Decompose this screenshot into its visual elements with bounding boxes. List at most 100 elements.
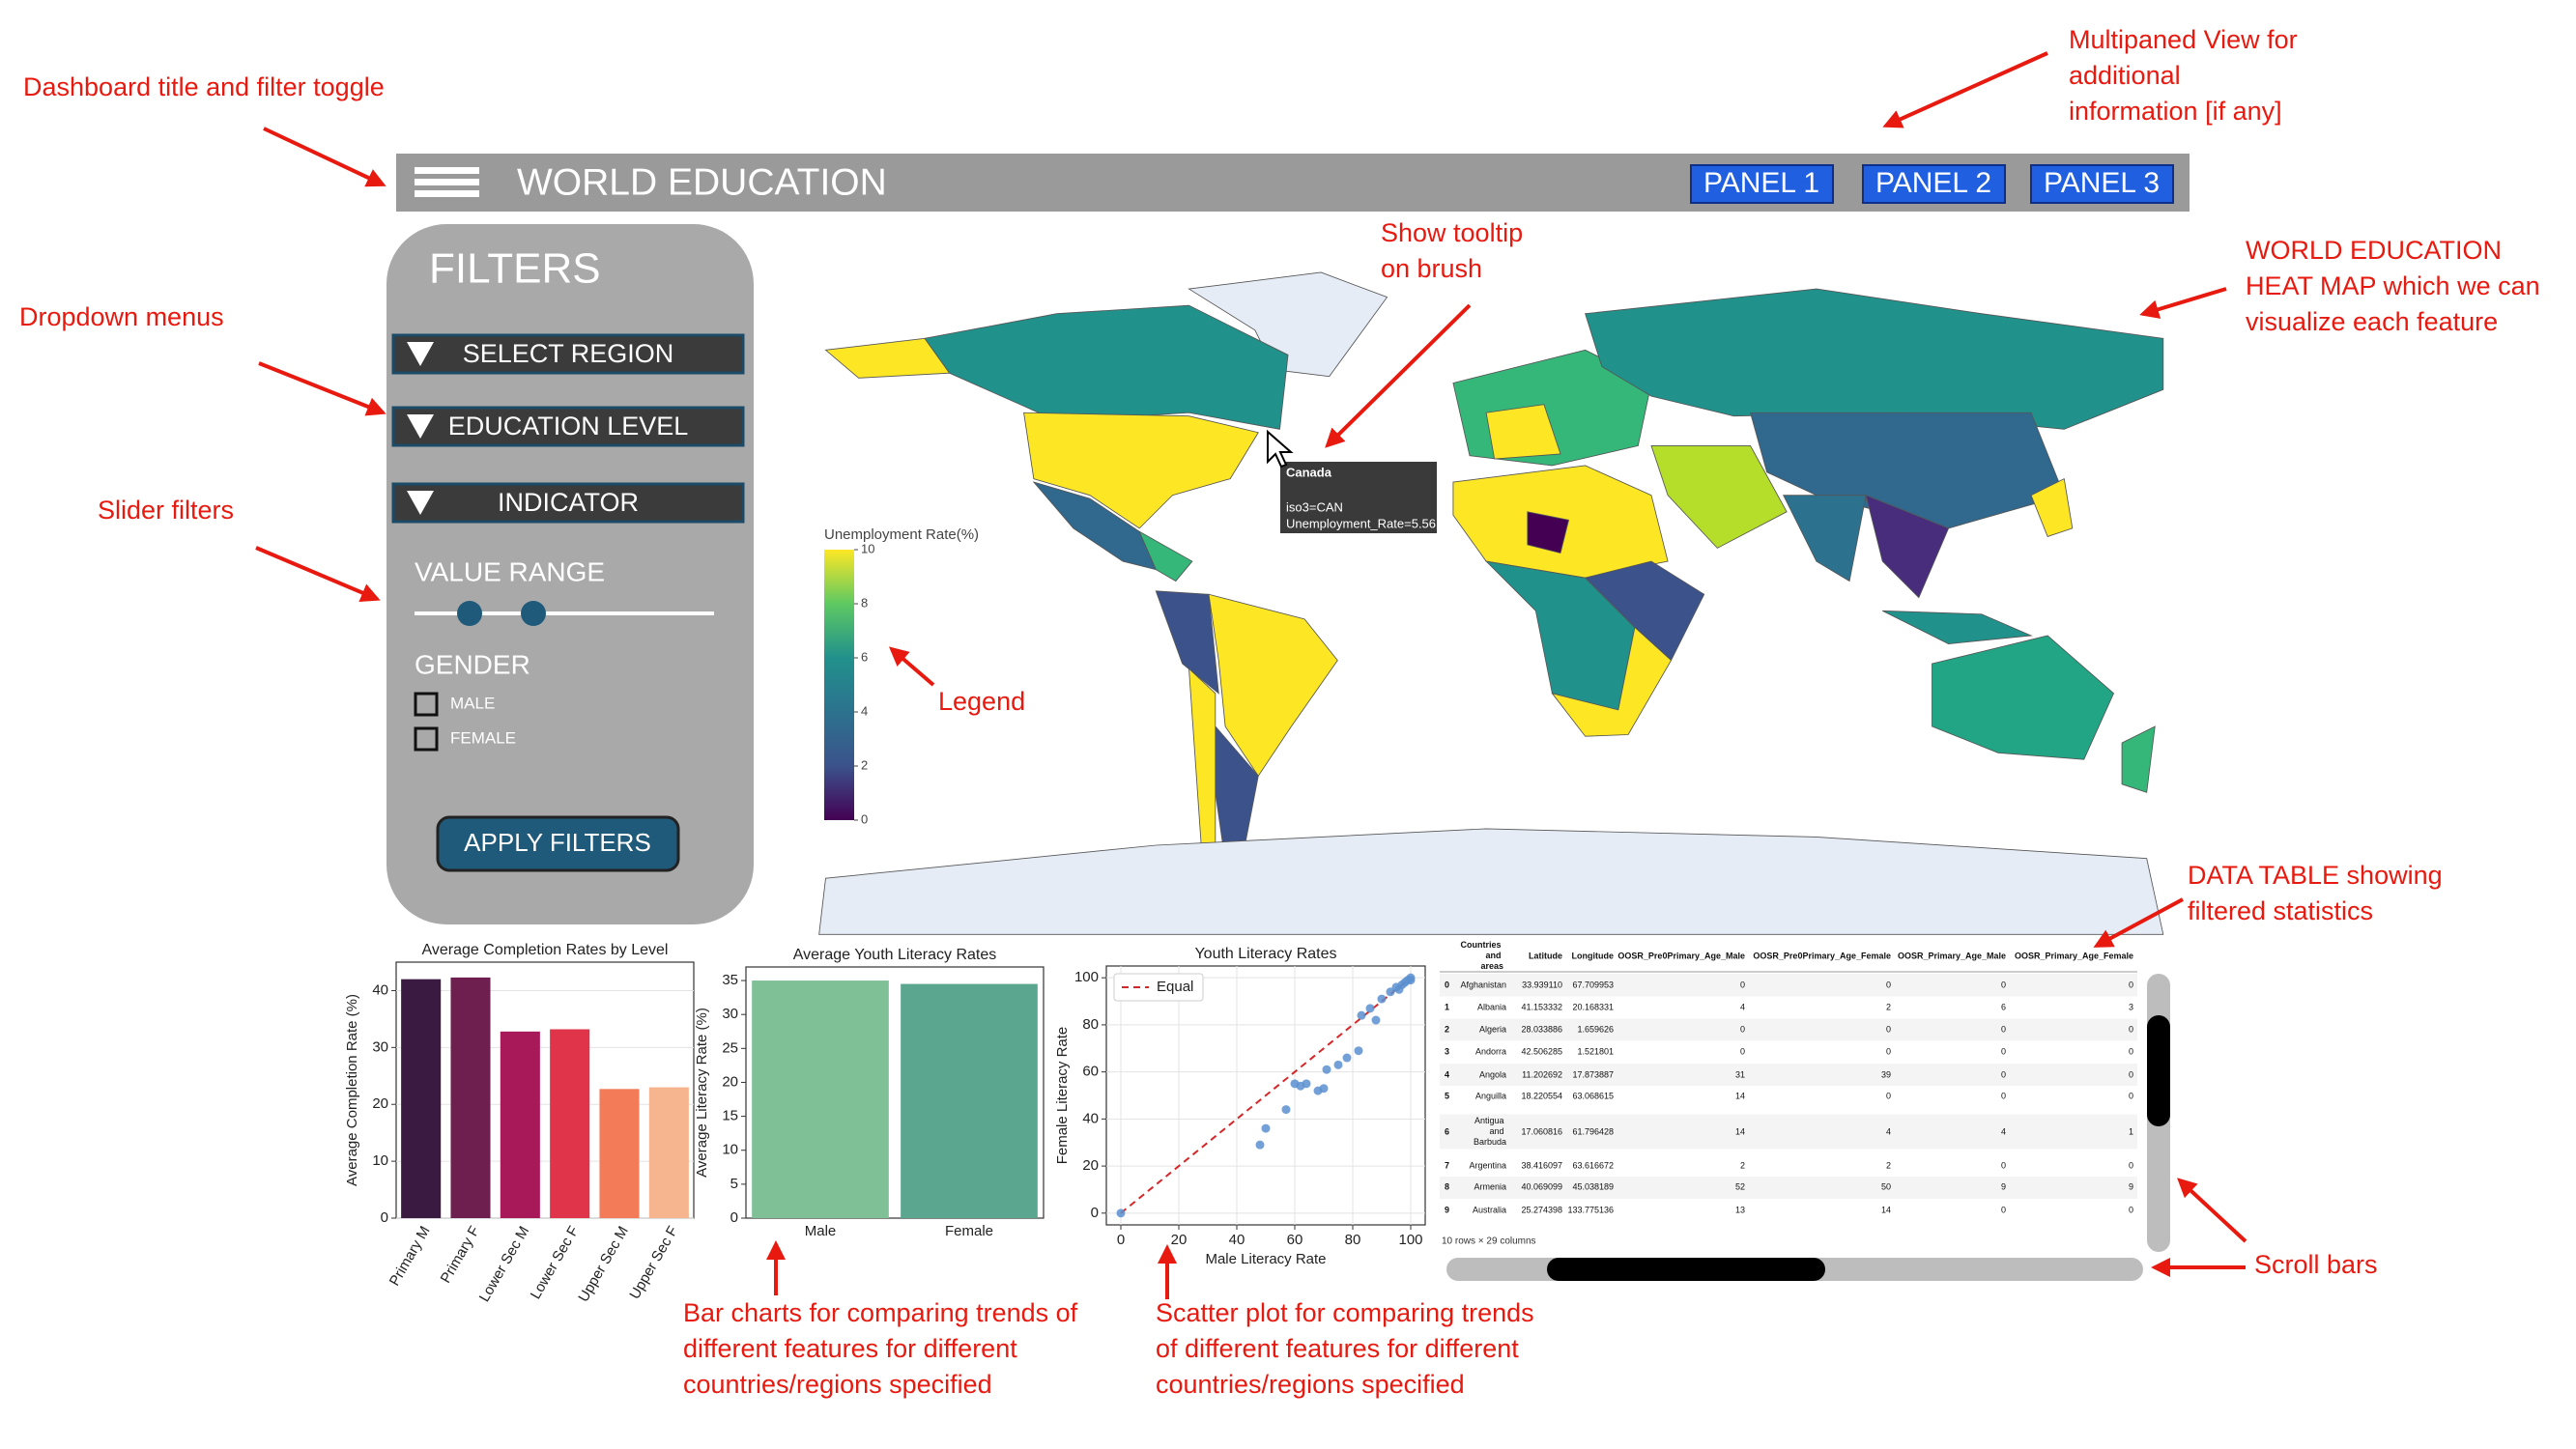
checkbox-label: MALE	[450, 694, 495, 712]
horizontal-scroll-thumb[interactable]	[1547, 1258, 1825, 1281]
menu-bar	[415, 179, 479, 185]
table-cell: 67.709953	[1572, 980, 1614, 989]
map-region	[1551, 626, 1673, 737]
arrow	[258, 361, 386, 416]
map-region	[1882, 610, 2033, 644]
scatter-point	[1255, 1140, 1265, 1150]
reference-line	[1120, 977, 1412, 1214]
annotation: filtered statistics	[2188, 896, 2373, 925]
checkbox[interactable]	[414, 692, 439, 717]
bar	[550, 1029, 590, 1218]
slider-knob[interactable]	[457, 601, 482, 626]
legend-tick-label: 6	[861, 649, 868, 664]
table-cell: Andorra	[1475, 1046, 1506, 1056]
map-region	[1188, 271, 1388, 378]
scatter-point	[1357, 1010, 1366, 1020]
table-cell: 4	[2001, 1126, 2006, 1136]
table-cell: 0	[2001, 1160, 2006, 1170]
world-map[interactable]	[818, 271, 2164, 935]
table-cell: 0	[2129, 1160, 2133, 1170]
table-cell: 41.153332	[1521, 1002, 1562, 1011]
dropdown[interactable]: INDICATOR	[391, 482, 745, 524]
dropdown-bg	[391, 482, 745, 524]
table-cell: 25.274398	[1521, 1205, 1562, 1214]
legend-box	[1113, 973, 1204, 1002]
panel-button[interactable]: PANEL 1	[1690, 164, 1834, 204]
table-cell: 14	[1735, 1126, 1745, 1136]
annotation: Bar charts for comparing trends of	[683, 1298, 1078, 1327]
y-tick-label: 10	[722, 1142, 738, 1158]
table-cell: 1	[2129, 1126, 2133, 1136]
checkbox[interactable]	[414, 726, 439, 752]
legend-title: Unemployment Rate(%)	[824, 526, 979, 543]
legend-tick-label: 2	[861, 757, 868, 772]
table-cell: 0	[2001, 1046, 2006, 1056]
plot-frame	[1105, 965, 1426, 1226]
table-cell: 0	[2129, 980, 2133, 989]
map-region	[2030, 477, 2074, 537]
legend-label: Equal	[1157, 979, 1193, 995]
dropdown-label: SELECT REGION	[463, 339, 674, 368]
annotation: WORLD EDUCATION	[2246, 236, 2502, 265]
scatter-point	[1319, 1084, 1329, 1094]
scatter-point	[1377, 994, 1387, 1004]
slider-knob[interactable]	[521, 601, 546, 626]
table-row-bg	[1440, 1177, 2137, 1199]
menu-toggle[interactable]	[415, 167, 479, 197]
annotation: countries/regions specified	[683, 1370, 992, 1399]
table-cell: 0	[1740, 1046, 1745, 1056]
bar	[450, 977, 491, 1218]
map-region	[1865, 494, 1950, 599]
bar	[752, 980, 889, 1218]
x-tick-label: Lower Sec M	[476, 1223, 532, 1304]
annotation: visualize each feature	[2246, 307, 2498, 336]
table-cell: Armenia	[1474, 1181, 1506, 1191]
annotation: additional	[2069, 61, 2181, 90]
y-tick-label: 80	[1082, 1016, 1099, 1033]
panel-button-bg	[1862, 164, 2006, 204]
table-cell: 0	[2001, 1069, 2006, 1079]
table-cell: 0	[2129, 1024, 2133, 1034]
map-region	[1485, 404, 1561, 460]
table-cell: Antigua and Barbuda	[1474, 1116, 1506, 1147]
map-region	[1585, 288, 2164, 430]
table-cell: 17.873887	[1572, 1069, 1614, 1079]
dropdown[interactable]: EDUCATION LEVEL	[391, 406, 745, 447]
table-cell: 2	[1445, 1024, 1449, 1034]
table-cell: 9	[1445, 1205, 1449, 1214]
table-cell: Albania	[1477, 1002, 1506, 1011]
apply-button[interactable]: APPLY FILTERS	[436, 815, 680, 872]
dropdown-bg	[391, 333, 745, 375]
annotation: DATA TABLE showing	[2188, 861, 2443, 890]
x-tick-label: 60	[1287, 1232, 1303, 1248]
x-tick-label: Upper Sec F	[626, 1223, 681, 1301]
table-cell: 7	[1445, 1160, 1449, 1170]
y-tick-label: 40	[1082, 1110, 1099, 1126]
table-cell: 133.775136	[1567, 1205, 1614, 1214]
x-tick-label: Upper Sec M	[575, 1223, 631, 1304]
panel-button[interactable]: PANEL 2	[1862, 164, 2006, 204]
scatter-point	[1333, 1060, 1343, 1069]
panel-button-label: PANEL 2	[1875, 167, 1991, 199]
table-cell: 0	[2001, 1205, 2006, 1214]
arrow	[2177, 1178, 2247, 1243]
table-cell: 14	[1735, 1091, 1745, 1100]
y-tick-label: 35	[722, 972, 738, 988]
annotation: information [if any]	[2069, 97, 2282, 126]
x-tick-label: Primary F	[438, 1223, 483, 1286]
apply-button-bg	[436, 815, 680, 872]
dropdown-bg	[391, 406, 745, 447]
table-cell: 0	[1740, 980, 1745, 989]
scatter-point	[1386, 987, 1395, 997]
vertical-scroll-thumb[interactable]	[2147, 1015, 2170, 1126]
table-cell: 42.506285	[1521, 1046, 1562, 1056]
table-cell: 4	[1886, 1126, 1891, 1136]
table-cell: 0	[2001, 980, 2006, 989]
table-cell: 17.060816	[1521, 1126, 1562, 1136]
map-region	[1208, 593, 1338, 778]
panel-button[interactable]: PANEL 3	[2030, 164, 2174, 204]
table-cell: 28.033886	[1521, 1024, 1562, 1034]
arrow	[2139, 287, 2227, 319]
dropdown[interactable]: SELECT REGION	[391, 333, 745, 375]
